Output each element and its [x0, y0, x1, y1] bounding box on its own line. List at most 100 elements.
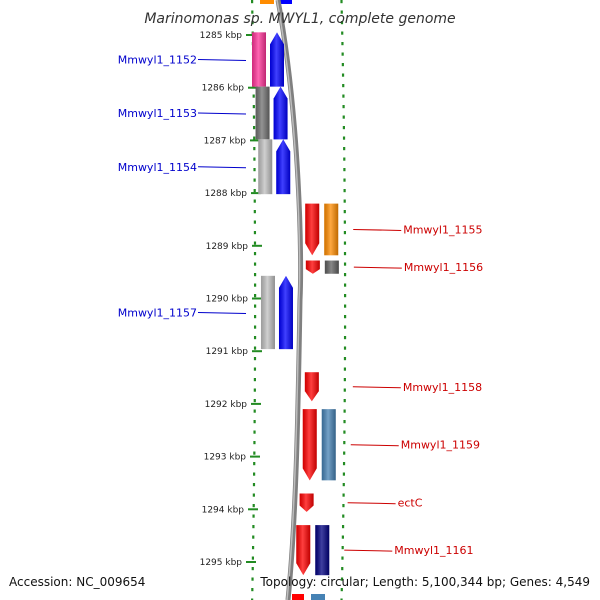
genome-backbone-highlight — [276, 0, 301, 600]
ring-dot — [251, 588, 254, 592]
ring-dot — [343, 231, 347, 235]
ring-dot — [342, 493, 345, 497]
gene-mmwyl1_1159[interactable] — [302, 409, 336, 481]
cog-bar-shade — [324, 203, 339, 256]
ring-dot — [252, 126, 256, 130]
ring-dot — [343, 441, 346, 445]
gene-mmwyl1_1158[interactable] — [304, 372, 319, 402]
ring-dot — [343, 178, 346, 182]
reverse-gene-shade — [305, 260, 320, 274]
ring-dot — [343, 199, 346, 203]
ring-dot — [252, 535, 255, 539]
ring-dot — [342, 126, 345, 130]
ring-dot — [343, 168, 346, 172]
ring-dot — [341, 63, 344, 67]
gene-label[interactable]: Mmwyl1_1155 — [403, 223, 482, 236]
gene-label[interactable]: Mmwyl1_1157 — [118, 306, 197, 319]
ring-dot — [253, 378, 256, 382]
ring-dot — [343, 283, 347, 287]
ring-dot — [251, 577, 254, 581]
gene-mmwyl1_1152[interactable] — [252, 32, 285, 87]
label-leader-line — [197, 166, 247, 169]
ruler-tick-label: 1294 kbp — [202, 505, 245, 515]
ring-dot — [343, 357, 347, 361]
ring-dot — [341, 525, 345, 529]
ring-dot — [340, 10, 343, 14]
ring-dot — [341, 52, 344, 56]
ring-dot — [341, 31, 344, 35]
gene-label[interactable]: Mmwyl1_1153 — [118, 107, 197, 120]
reverse-gene-shade — [302, 409, 317, 481]
label-leader-line — [347, 502, 396, 505]
gene-mmwyl1_1161[interactable] — [296, 525, 330, 576]
ring-dot — [252, 105, 255, 109]
genome-backbone — [275, 0, 304, 600]
gene-label[interactable]: Mmwyl1_1156 — [404, 261, 483, 274]
cog-bar-shade — [252, 32, 267, 87]
ruler-tick-label: 1285 kbp — [200, 31, 243, 41]
ruler-tick-label: 1295 kbp — [200, 558, 243, 568]
gene-mmwyl1_1156[interactable] — [305, 260, 339, 274]
reverse-gene-shade — [305, 203, 320, 256]
ruler-tick-label: 1287 kbp — [204, 136, 247, 146]
ring-dot — [342, 472, 346, 476]
ring-dot — [341, 546, 344, 550]
gene-label[interactable]: Mmwyl1_1161 — [394, 544, 473, 557]
gene-label[interactable]: Mmwyl1_1158 — [403, 381, 482, 394]
ring-dot — [340, 598, 343, 600]
ring-dot — [253, 388, 256, 392]
ring-dot — [251, 567, 254, 571]
label-leader-line — [353, 266, 402, 269]
genome-summary-text: Topology: circular; Length: 5,100,344 bp… — [259, 575, 590, 589]
ring-dot — [343, 420, 346, 424]
ring-dot — [253, 241, 257, 245]
label-leader-line — [197, 112, 247, 115]
gene-label[interactable]: Mmwyl1_1159 — [401, 439, 480, 452]
ring-dot — [341, 567, 344, 571]
gene-mmwyl1_1155[interactable] — [305, 203, 339, 256]
ring-dot — [251, 0, 254, 4]
gene-mmwyl1_1157[interactable] — [260, 275, 293, 350]
ring-dot — [253, 357, 257, 361]
ring-dot — [253, 399, 256, 403]
gene-label[interactable]: Mmwyl1_1152 — [118, 54, 197, 67]
ring-dot — [341, 73, 345, 77]
ring-dot — [343, 220, 346, 224]
ring-dot — [343, 157, 346, 161]
ring-dot — [253, 178, 256, 182]
ring-dot — [343, 409, 346, 413]
ring-dot — [341, 535, 344, 539]
ring-dot — [253, 430, 256, 434]
ring-dot — [343, 304, 347, 308]
ruler-tick-label: 1289 kbp — [206, 242, 249, 252]
ring-dot — [253, 294, 257, 298]
ring-dot — [253, 189, 256, 193]
ring-dot — [251, 21, 254, 25]
gene-ectc[interactable] — [299, 493, 314, 512]
ring-dot — [343, 325, 347, 329]
ring-dot — [253, 252, 257, 256]
forward-gene-shade — [276, 139, 291, 195]
gene-mmwyl1_1154[interactable] — [258, 139, 291, 195]
ring-dot — [343, 294, 347, 298]
ring-dot — [253, 262, 257, 266]
ring-dot — [343, 451, 346, 455]
cog-bar-shade — [255, 86, 270, 140]
gene-label[interactable]: ectC — [398, 497, 423, 510]
ring-dot — [340, 0, 343, 4]
ruler-tick-label: 1286 kbp — [202, 84, 245, 94]
ring-dot — [253, 462, 256, 466]
gene-label[interactable]: Mmwyl1_1154 — [118, 161, 197, 174]
reverse-gene-shade — [299, 493, 314, 512]
ring-dot — [343, 273, 347, 277]
ruler-tick-label: 1291 kbp — [206, 347, 249, 357]
ring-dot — [252, 525, 255, 529]
ring-dot — [253, 273, 257, 277]
ring-dot — [252, 94, 255, 98]
gene-mmwyl1_1153[interactable] — [255, 86, 288, 140]
label-leader-line — [197, 59, 247, 62]
ring-dot — [253, 441, 256, 445]
ring-dot — [343, 388, 346, 392]
forward-gene-shade — [278, 275, 293, 350]
